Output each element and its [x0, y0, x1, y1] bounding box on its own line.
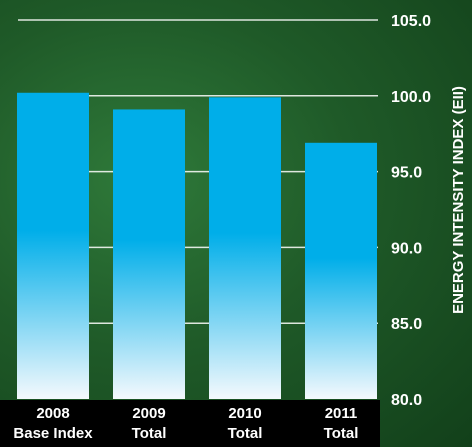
bar — [209, 97, 281, 399]
y-tick-label: 95.0 — [391, 165, 422, 182]
bars — [17, 92, 377, 399]
category-label: Base Index — [13, 425, 93, 442]
category-label: Total — [132, 425, 167, 442]
category-label: 2010 — [228, 405, 261, 422]
y-tick-label: 85.0 — [391, 316, 422, 333]
y-axis-label: ENERGY INTENSITY INDEX (EII) — [450, 86, 467, 314]
bar — [17, 92, 89, 399]
y-tick-label: 105.0 — [391, 13, 431, 30]
category-labels: 2008 Base Index 2009 Total 2010 Total 2011 Tota… — [13, 405, 358, 442]
y-tick-label: 90.0 — [391, 240, 422, 257]
y-tick-labels: 80.0 85.0 90.0 95.0 100.0 105.0 — [391, 13, 431, 409]
bar — [305, 142, 377, 399]
category-label: Total — [228, 425, 263, 442]
category-label: 2011 — [325, 405, 358, 422]
y-tick-label: 100.0 — [391, 89, 431, 106]
category-label: 2009 — [132, 405, 165, 422]
bar — [113, 109, 185, 399]
category-label-band — [0, 400, 380, 447]
category-label: 2008 — [36, 405, 69, 422]
y-tick-label: 80.0 — [391, 392, 422, 409]
category-label: Total — [324, 425, 359, 442]
